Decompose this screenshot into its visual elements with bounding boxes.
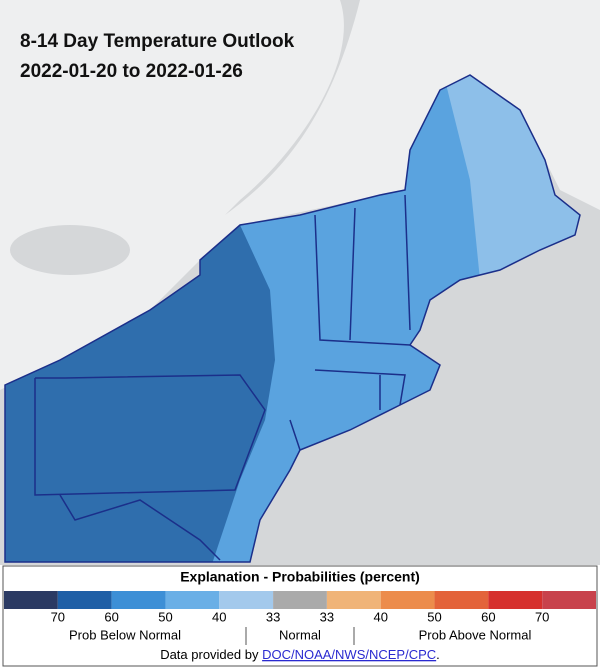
legend-swatch — [542, 591, 596, 609]
legend-swatch — [4, 591, 58, 609]
legend-label: 40 — [373, 609, 387, 624]
legend-label: 33 — [266, 609, 280, 624]
legend-label: 60 — [104, 609, 118, 624]
st-lawrence — [225, 0, 360, 215]
legend-label: 60 — [481, 609, 495, 624]
state-borders — [4, 74, 581, 563]
credit-prefix: Data provided by — [160, 647, 259, 662]
credit-link[interactable]: DOC/NOAA/NWS/NCEP/CPC — [262, 647, 436, 662]
legend-label: 50 — [158, 609, 172, 624]
legend-swatch — [434, 591, 489, 609]
title: 8-14 Day Temperature Outlook — [20, 31, 295, 52]
legend-box — [2, 565, 598, 667]
legend-swatch — [165, 591, 220, 609]
legend-label: 50 — [427, 609, 441, 624]
legend-swatch — [273, 591, 327, 609]
legend: 70 60 50 40 33 33 40 50 60 70 Prob Below Normal Nor… — [4, 591, 596, 645]
legend-group: Normal — [279, 627, 321, 642]
legend-swatch — [57, 591, 112, 609]
subtitle: 2022-01-20 to 2022-01-26 — [20, 61, 243, 82]
canada-land — [0, 0, 600, 390]
credit: Data provided by DOC/NOAA/NWS/NCEP/CPC. — [160, 647, 440, 662]
legend-label: 70 — [535, 609, 549, 624]
legend-swatch — [111, 591, 166, 609]
legend-label: 40 — [212, 609, 226, 624]
legend-swatch — [380, 591, 435, 609]
legend-swatch — [219, 591, 274, 609]
lake — [10, 225, 130, 275]
credit-suffix: . — [436, 647, 440, 662]
legend-swatch — [488, 591, 543, 609]
legend-label: 70 — [51, 609, 65, 624]
legend-label: 33 — [320, 609, 334, 624]
legend-group: Prob Above Normal — [419, 627, 532, 642]
legend-title: Explanation - Probabilities (percent) — [180, 569, 420, 585]
legend-swatch — [326, 591, 381, 609]
legend-group: Prob Below Normal — [69, 627, 181, 642]
